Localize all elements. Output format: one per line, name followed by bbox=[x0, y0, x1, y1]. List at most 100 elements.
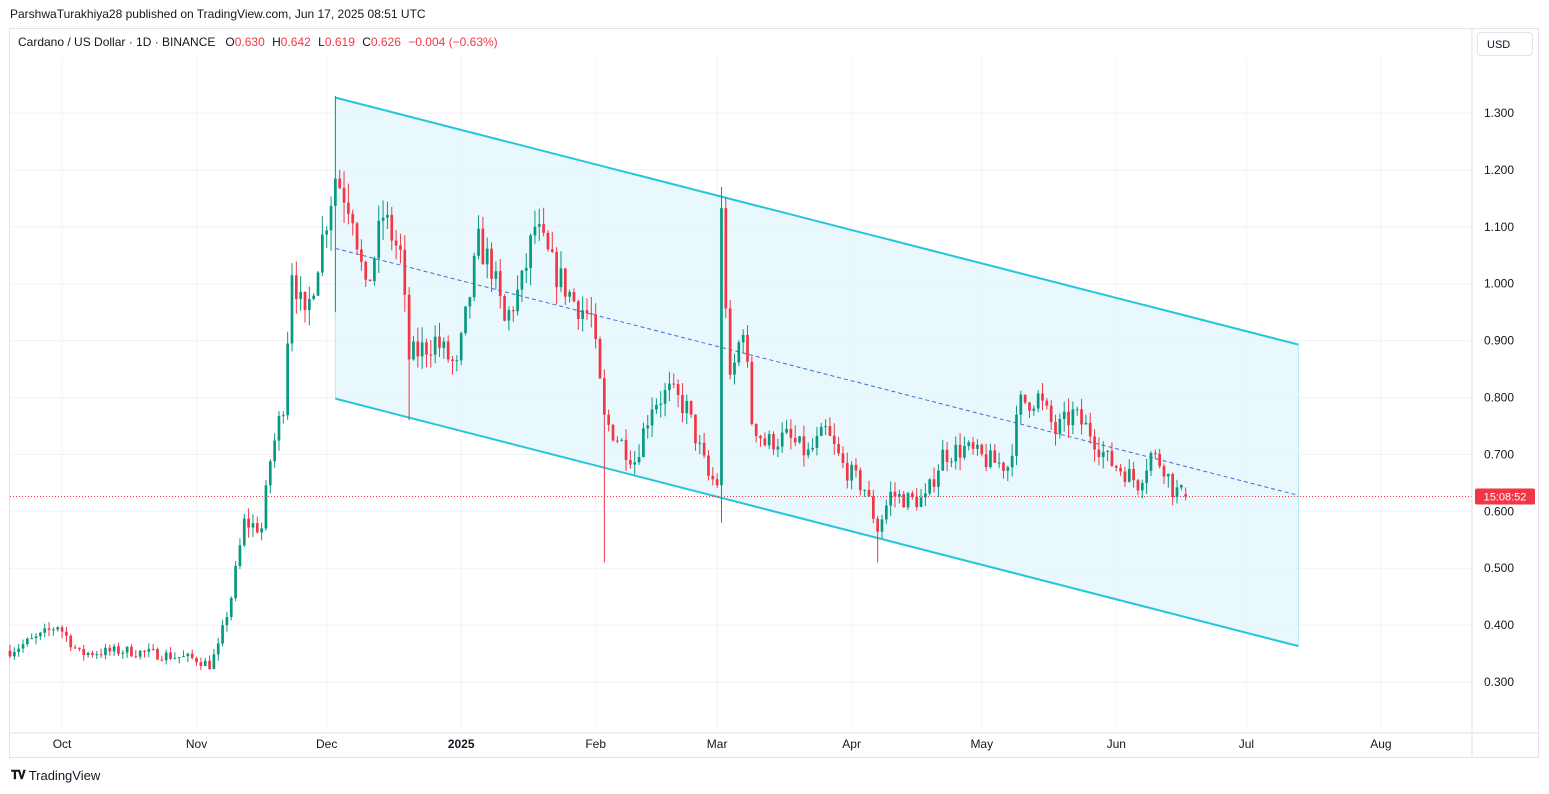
candle-body bbox=[60, 627, 64, 632]
candle-up bbox=[433, 325, 437, 364]
candle-body bbox=[1036, 393, 1040, 409]
candle-body bbox=[568, 292, 571, 297]
candle-up bbox=[863, 489, 866, 497]
candle-up bbox=[1175, 479, 1179, 504]
candle-body bbox=[199, 662, 203, 666]
candle-up bbox=[919, 489, 923, 508]
candles bbox=[8, 95, 1188, 671]
candle-body bbox=[164, 652, 168, 661]
candle-body bbox=[1058, 418, 1062, 434]
candle-up bbox=[286, 331, 289, 420]
candle-down bbox=[759, 434, 762, 447]
candle-up bbox=[950, 457, 953, 467]
y-tick-label: 1.000 bbox=[1484, 277, 1514, 291]
close-label: C bbox=[362, 35, 371, 49]
candle-body bbox=[290, 275, 294, 344]
candle-body bbox=[464, 306, 467, 334]
candle-body bbox=[425, 342, 428, 355]
candle-body bbox=[776, 446, 780, 450]
chart-frame bbox=[9, 28, 1539, 758]
candle-down bbox=[438, 322, 441, 357]
candle-up bbox=[620, 438, 624, 442]
candle-body bbox=[616, 440, 619, 442]
candle-up bbox=[1101, 441, 1105, 469]
candle-up bbox=[56, 626, 60, 632]
candle-up bbox=[238, 538, 242, 570]
candle-body bbox=[633, 462, 637, 465]
candle-up bbox=[216, 637, 220, 661]
candle-up bbox=[164, 649, 168, 665]
candle-down bbox=[542, 207, 545, 237]
candle-up bbox=[138, 649, 142, 660]
candle-up bbox=[733, 353, 736, 385]
candle-body bbox=[338, 178, 342, 188]
candle-up bbox=[937, 464, 940, 498]
candle-body bbox=[43, 628, 47, 633]
candle-down bbox=[828, 417, 832, 437]
candle-body bbox=[34, 636, 38, 639]
candle-body bbox=[529, 235, 532, 268]
candle-body bbox=[86, 652, 90, 656]
candle-body bbox=[503, 296, 506, 321]
candle-up bbox=[520, 269, 524, 302]
candle-up bbox=[928, 478, 932, 496]
candle-body bbox=[472, 255, 476, 298]
candle-down bbox=[69, 633, 73, 652]
candle-body bbox=[52, 629, 55, 631]
candle-body bbox=[1136, 480, 1140, 491]
candle-up bbox=[559, 251, 563, 293]
candle-up bbox=[698, 434, 702, 455]
candle-down bbox=[99, 648, 103, 659]
candle-up bbox=[86, 651, 90, 658]
candle-body bbox=[273, 440, 276, 462]
candle-body bbox=[368, 279, 372, 282]
candle-down bbox=[347, 183, 350, 225]
candle-body bbox=[858, 470, 862, 491]
candle-body bbox=[763, 438, 767, 446]
candle-up bbox=[334, 95, 337, 313]
candle-down bbox=[60, 625, 64, 639]
candle-up bbox=[494, 261, 498, 290]
candle-body bbox=[294, 275, 298, 300]
candle-body bbox=[169, 652, 172, 659]
candle-up bbox=[976, 439, 979, 456]
candle-body bbox=[906, 493, 910, 508]
candle-up bbox=[1015, 405, 1018, 466]
candle-up bbox=[1145, 458, 1148, 494]
candle-up bbox=[17, 643, 21, 657]
candle-body bbox=[533, 226, 537, 236]
candle-down bbox=[143, 649, 146, 658]
y-tick-label: 1.300 bbox=[1484, 106, 1514, 120]
candle-body bbox=[112, 646, 116, 652]
candle-body bbox=[134, 656, 138, 658]
candle-body bbox=[494, 271, 498, 279]
candle-body bbox=[1093, 436, 1096, 450]
candle-down bbox=[169, 647, 172, 661]
candle-body bbox=[585, 310, 589, 314]
currency-button[interactable]: USD bbox=[1477, 32, 1533, 56]
candle-down bbox=[980, 443, 984, 457]
candle-body bbox=[1149, 453, 1153, 471]
candle-down bbox=[616, 436, 619, 444]
candle-down bbox=[902, 490, 906, 508]
tradingview-brand[interactable]: 𝐓𝐕 TradingView bbox=[11, 768, 100, 783]
candle-down bbox=[750, 356, 754, 426]
publisher-caption: ParshwaTurakhiya28 published on TradingV… bbox=[10, 7, 426, 21]
candle-down bbox=[490, 242, 493, 293]
candle-up bbox=[655, 398, 658, 414]
candle-body bbox=[334, 178, 337, 206]
candle-body bbox=[698, 442, 702, 444]
candle-down bbox=[854, 458, 858, 478]
candle-up bbox=[373, 256, 376, 286]
candle-up bbox=[26, 637, 29, 647]
candle-down bbox=[689, 400, 693, 418]
candle-body bbox=[1101, 451, 1105, 457]
candle-up bbox=[880, 514, 884, 539]
candle-body bbox=[82, 648, 86, 656]
candle-body bbox=[1084, 422, 1088, 425]
brand-name: TradingView bbox=[28, 768, 101, 783]
candle-down bbox=[351, 209, 355, 236]
candle-body bbox=[420, 342, 424, 357]
candle-down bbox=[1080, 398, 1083, 435]
